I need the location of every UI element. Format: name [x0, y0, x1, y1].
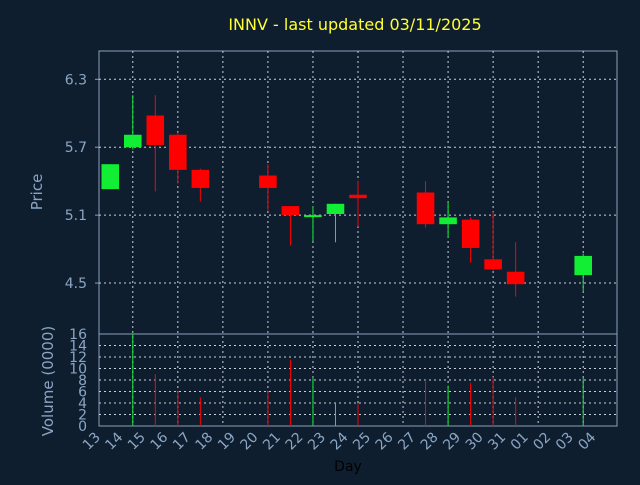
price-tick-label: 5.1 [65, 208, 87, 224]
volume-tick-label: 10 [69, 362, 87, 378]
x-tick-label: 24 [328, 429, 352, 453]
candles [101, 95, 593, 297]
volume-axis-label: Volume (0000) [39, 326, 57, 436]
candle [439, 201, 457, 238]
candle [259, 164, 277, 211]
candle [461, 217, 480, 263]
price-tick-label: 6.3 [65, 72, 87, 88]
x-tick-label: 31 [485, 430, 509, 454]
candle [146, 95, 165, 192]
grid-lines [99, 51, 617, 426]
x-tick-label: 22 [283, 430, 307, 454]
candle [123, 95, 142, 150]
candle-body [146, 115, 165, 145]
volume-tick-label: 0 [78, 419, 87, 435]
candle [574, 253, 593, 293]
candle-body [484, 259, 502, 270]
x-tick-label: 30 [463, 430, 487, 454]
volume-tick-label: 4 [78, 396, 87, 412]
x-tick-label: 26 [373, 429, 397, 453]
candle [484, 211, 502, 271]
x-tick-label: 14 [102, 429, 126, 453]
candle [416, 181, 435, 228]
volume-tick-label: 16 [69, 327, 87, 343]
price-tick-label: 4.5 [65, 276, 87, 292]
volume-tick-label: 8 [78, 373, 87, 389]
candle [326, 203, 345, 243]
x-tick-label: 25 [350, 430, 374, 454]
x-tick-label: 03 [553, 430, 577, 454]
x-tick-label: 29 [440, 430, 464, 454]
candle-body [349, 194, 367, 199]
volume-tick-label: 6 [78, 385, 87, 401]
candle-body [281, 206, 300, 216]
tick-labels: 4.55.15.76.30246810121416131415161718192… [65, 72, 600, 453]
candle [349, 181, 367, 227]
price-tick-label: 5.7 [65, 140, 87, 156]
x-tick-label: 20 [238, 430, 262, 454]
x-tick-label: 18 [193, 430, 217, 454]
candle-body [574, 255, 593, 276]
candle [169, 132, 187, 184]
candle-body [123, 134, 142, 148]
x-tick-label: 27 [395, 430, 419, 454]
candle-body [326, 203, 345, 215]
x-tick-label: 15 [125, 430, 149, 454]
candle-body [439, 217, 457, 225]
x-tick-label: 02 [530, 430, 554, 454]
volume-tick-label: 12 [69, 350, 87, 366]
candle [281, 206, 300, 246]
x-tick-label: 01 [508, 430, 532, 454]
x-tick-label: 23 [305, 430, 329, 454]
x-tick-label: 19 [215, 430, 239, 454]
candle-body [101, 164, 120, 190]
x-tick-label: 17 [170, 430, 194, 454]
volume-tick-label: 14 [69, 339, 87, 355]
x-tick-label: 04 [575, 429, 599, 453]
volume-bars [132, 334, 584, 426]
candle [304, 206, 322, 242]
x-tick-label: 28 [418, 430, 442, 454]
candle [506, 242, 525, 297]
candle [101, 164, 120, 190]
candle-body [191, 169, 210, 188]
x-tick-label: 16 [147, 429, 171, 453]
candle-body [304, 215, 322, 218]
chart-title: INNV - last updated 03/11/2025 [228, 15, 481, 34]
volume-tick-label: 2 [78, 408, 87, 424]
candle-body [259, 175, 277, 188]
x-tick-label: 21 [260, 430, 284, 454]
candle [191, 168, 210, 202]
x-axis-label: Day [334, 459, 362, 475]
candle-body [461, 219, 480, 248]
price-axis-label: Price [28, 174, 46, 211]
candle-body [416, 192, 435, 225]
candle-body [506, 271, 525, 285]
candle-body [169, 134, 187, 170]
